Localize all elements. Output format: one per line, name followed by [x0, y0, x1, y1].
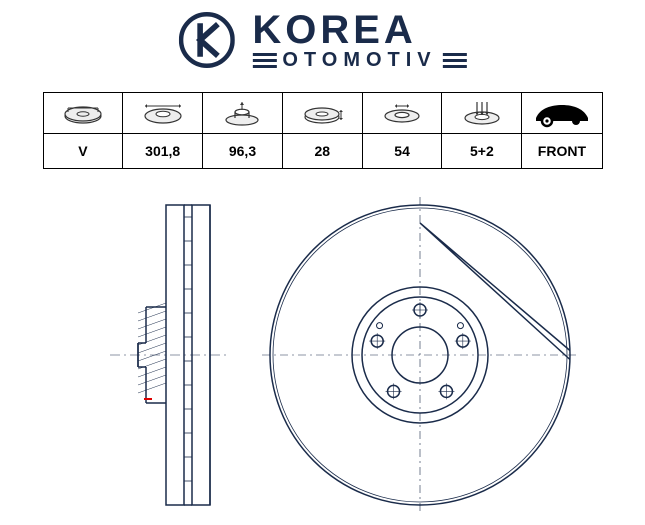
spec-icon-thickness [282, 93, 362, 134]
brand-name: KOREA [252, 10, 466, 50]
brake-disc-drawing [0, 190, 645, 520]
disc-type-icon [58, 98, 108, 128]
bars-right-icon [443, 53, 467, 68]
disc-center-bore-icon [377, 98, 427, 128]
spec-value-type: V [43, 134, 123, 169]
car-front-icon [532, 98, 592, 128]
disc-holes-icon [457, 98, 507, 128]
brand-sub-label: OTOMOTIV [282, 50, 436, 70]
spec-value-outer-dia: 301,8 [123, 134, 203, 169]
brand-logo-mark-icon [178, 12, 234, 68]
bars-left-icon [252, 53, 276, 68]
spec-value-holes: 5+2 [442, 134, 522, 169]
spec-value-height: 96,3 [203, 134, 283, 169]
spec-table-value-row: V 301,8 96,3 28 54 5+2 FRONT [43, 134, 602, 169]
spec-icon-height [203, 93, 283, 134]
disc-outer-dia-icon [138, 98, 188, 128]
disc-thickness-icon [297, 98, 347, 128]
spec-icon-outer-dia [123, 93, 203, 134]
page-root: KOREA OTOMOTIV [0, 0, 645, 525]
spec-icon-position [522, 93, 602, 134]
brand-logo-block: KOREA OTOMOTIV [178, 10, 466, 70]
spec-icon-type [43, 93, 123, 134]
spec-table-icon-row [43, 93, 602, 134]
spec-table: V 301,8 96,3 28 54 5+2 FRONT [43, 92, 603, 169]
disc-height-icon [217, 98, 267, 128]
spec-value-position: FRONT [522, 134, 602, 169]
spec-value-thickness: 28 [282, 134, 362, 169]
spec-value-center-b: 54 [362, 134, 442, 169]
spec-icon-holes [442, 93, 522, 134]
spec-icon-center-bore [362, 93, 442, 134]
brand-logo-text: KOREA OTOMOTIV [252, 10, 466, 70]
brand-subtext: OTOMOTIV [252, 50, 466, 70]
